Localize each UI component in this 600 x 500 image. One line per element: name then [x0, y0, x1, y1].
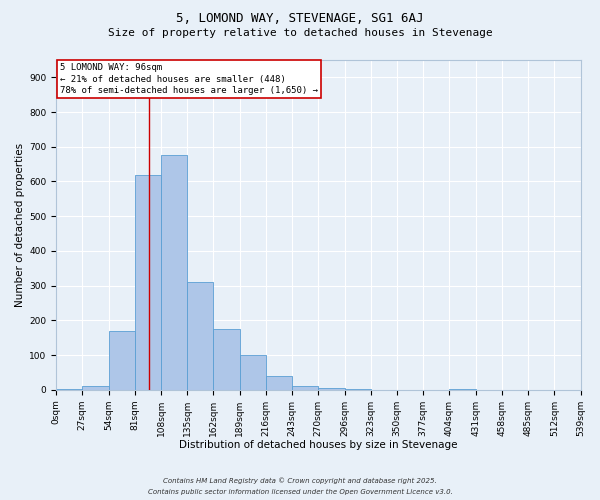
Bar [56, 388, 82, 390]
Bar [266, 376, 292, 390]
Bar [109, 330, 135, 390]
Text: 5 LOMOND WAY: 96sqm
← 21% of detached houses are smaller (448)
78% of semi-detac: 5 LOMOND WAY: 96sqm ← 21% of detached ho… [60, 63, 318, 96]
Text: Size of property relative to detached houses in Stevenage: Size of property relative to detached ho… [107, 28, 493, 38]
Bar [239, 355, 266, 390]
Bar [82, 386, 109, 390]
Bar [292, 386, 319, 390]
X-axis label: Distribution of detached houses by size in Stevenage: Distribution of detached houses by size … [179, 440, 458, 450]
Bar [135, 174, 161, 390]
Bar [161, 156, 187, 390]
Bar [214, 329, 239, 390]
Bar [319, 388, 344, 390]
Bar [187, 282, 214, 390]
Text: 5, LOMOND WAY, STEVENAGE, SG1 6AJ: 5, LOMOND WAY, STEVENAGE, SG1 6AJ [176, 12, 424, 26]
Text: Contains HM Land Registry data © Crown copyright and database right 2025.: Contains HM Land Registry data © Crown c… [163, 478, 437, 484]
Y-axis label: Number of detached properties: Number of detached properties [15, 143, 25, 307]
Text: Contains public sector information licensed under the Open Government Licence v3: Contains public sector information licen… [148, 489, 452, 495]
Bar [449, 389, 476, 390]
